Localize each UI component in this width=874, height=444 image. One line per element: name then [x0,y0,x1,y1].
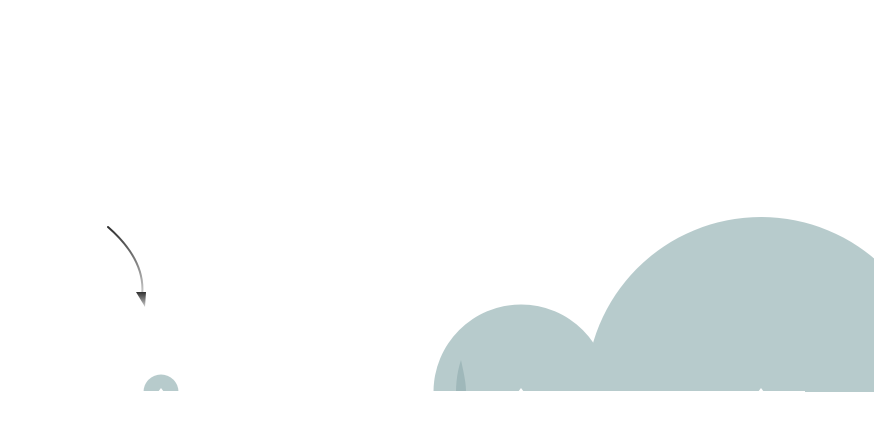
annotation-layer [107,226,146,307]
plot-area [107,217,874,393]
area-mark [586,217,874,392]
area-mark [143,374,179,392]
annotation-arrow-shaft [107,226,144,297]
overlap-mark [456,360,466,392]
area-mark [433,304,609,392]
series-layer [143,217,874,392]
annotation-arrow-head [136,292,146,307]
